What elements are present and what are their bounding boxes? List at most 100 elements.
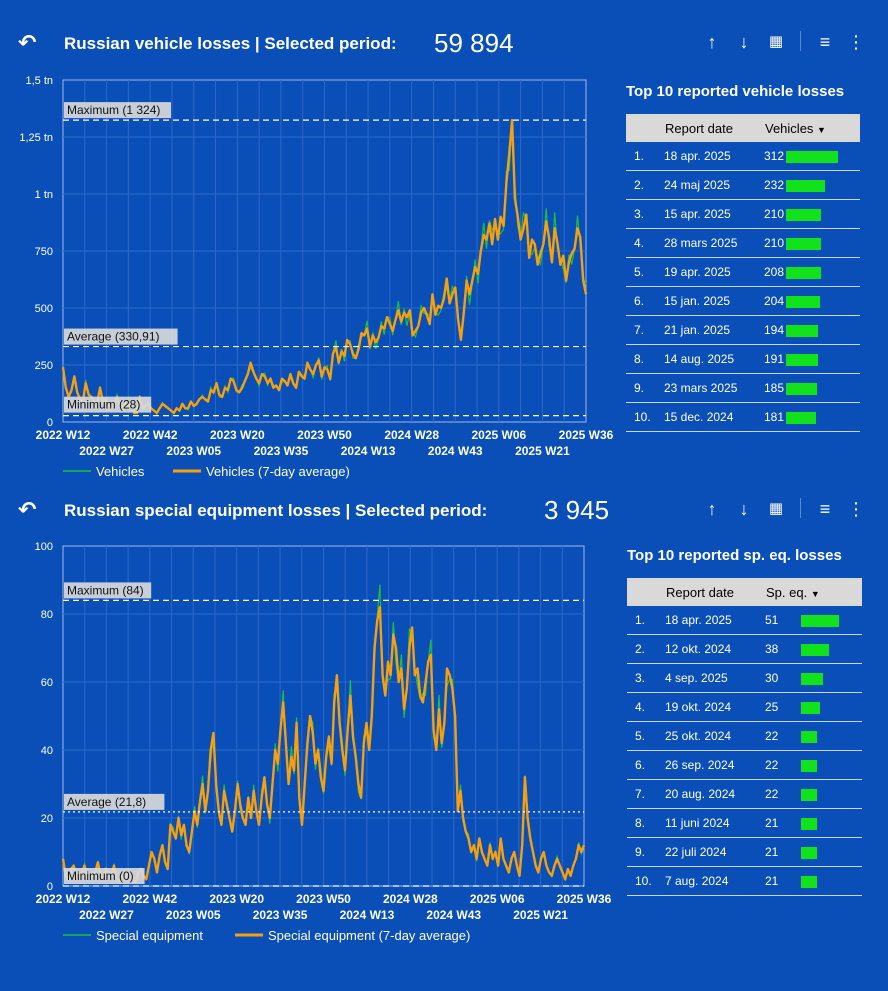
table-row[interactable]: 5. 19 apr. 2025 208 — [626, 257, 860, 287]
row-value-cell: 181 — [764, 402, 860, 432]
table-row[interactable]: 7. 21 jan. 2025 194 — [626, 315, 860, 345]
row-report-date: 15 dec. 2024 — [664, 402, 764, 432]
x-tick-label: 2025 W36 — [557, 892, 612, 906]
table-row[interactable]: 6. 15 jan. 2025 204 — [626, 286, 860, 316]
reference-label: Maximum (1 324) — [64, 102, 171, 119]
row-value: 210 — [764, 236, 785, 250]
more-vert-icon[interactable]: ⋮ — [847, 32, 865, 52]
row-value-bar — [786, 353, 818, 366]
table-row[interactable]: 7. 20 aug. 2024 22 — [627, 779, 862, 809]
chart-settings-icon[interactable]: ▦ — [768, 33, 784, 50]
x-tick-label: 2023 W50 — [297, 428, 352, 442]
row-value: 312 — [764, 149, 785, 163]
row-value: 51 — [765, 613, 779, 627]
table-row[interactable]: 4. 28 mars 2025 210 — [626, 228, 860, 258]
row-report-date: 14 aug. 2025 — [664, 344, 764, 374]
row-value-cell: 194 — [764, 315, 860, 345]
row-value-cell: 191 — [764, 344, 860, 374]
col-sp-eq[interactable]: Sp. eq. ▼ — [765, 578, 862, 606]
table-row[interactable]: 10. 15 dec. 2024 181 — [626, 402, 860, 432]
x-tick-label: 2025 W36 — [559, 428, 614, 442]
table-row[interactable]: 3. 15 apr. 2025 210 — [626, 199, 860, 229]
reference-label: Maximum (84) — [64, 582, 152, 599]
reference-label-bg — [64, 328, 178, 345]
equipment-total: 3 945 — [544, 495, 610, 525]
chart-settings-icon[interactable]: ▦ — [768, 500, 784, 517]
row-value-cell: 21 — [765, 808, 862, 838]
table-row[interactable]: 2. 24 maj 2025 232 — [626, 170, 860, 200]
more-vert-icon[interactable]: ⋮ — [847, 499, 865, 519]
row-value-cell: 30 — [765, 663, 862, 693]
row-value-cell: 210 — [764, 199, 860, 229]
row-report-date: 7 aug. 2024 — [665, 866, 765, 896]
table-row[interactable]: 1. 18 apr. 2025 51 — [627, 606, 862, 635]
row-rank: 10. — [627, 866, 665, 896]
x-tick-label: 2024 W43 — [426, 908, 481, 922]
y-tick-label: 0 — [47, 881, 53, 893]
row-value: 25 — [765, 700, 779, 714]
y-tick-label: 750 — [35, 246, 53, 258]
x-tick-label: 2023 W35 — [253, 908, 308, 922]
table-row[interactable]: 6. 26 sep. 2024 22 — [627, 750, 862, 780]
x-tick-label: 2024 W13 — [341, 444, 396, 458]
reference-label: Average (21,8) — [64, 793, 165, 810]
reference-label-bg — [64, 396, 152, 413]
arrow-up-icon[interactable]: ↑ — [707, 32, 717, 52]
y-tick-label: 0 — [47, 417, 53, 429]
arrow-up-icon[interactable]: ↑ — [707, 499, 717, 519]
y-tick-label: 250 — [35, 360, 53, 372]
table-row[interactable]: 10. 7 aug. 2024 21 — [627, 866, 862, 896]
row-value: 22 — [765, 787, 779, 801]
row-report-date: 15 jan. 2025 — [664, 286, 764, 316]
col-report-date[interactable]: Report date — [664, 114, 764, 142]
table-row[interactable]: 8. 11 juni 2024 21 — [627, 808, 862, 838]
y-tick-label: 40 — [41, 745, 53, 757]
reference-label-bg — [64, 102, 171, 119]
row-value-bar — [786, 324, 818, 337]
x-tick-label: 2024 W43 — [428, 444, 483, 458]
row-value: 21 — [765, 845, 779, 859]
undo-icon[interactable]: ↶ — [18, 497, 37, 522]
table-row[interactable]: 9. 23 mars 2025 185 — [626, 373, 860, 403]
filter-icon[interactable]: ≡ — [819, 499, 831, 519]
undo-icon[interactable]: ↶ — [18, 30, 37, 55]
table-row[interactable]: 5. 25 okt. 2024 22 — [627, 721, 862, 751]
table-row[interactable]: 1. 18 apr. 2025 312 — [626, 142, 860, 171]
x-tick-label: 2025 W21 — [513, 908, 568, 922]
table-row[interactable]: 2. 12 okt. 2024 38 — [627, 634, 862, 664]
row-value: 22 — [765, 758, 779, 772]
col-report-date[interactable]: Report date — [665, 578, 765, 606]
reference-label: Minimum (0) — [64, 868, 145, 884]
reference-label-text: Minimum (28) — [67, 398, 140, 412]
row-value-cell: 210 — [764, 228, 860, 258]
row-rank: 6. — [626, 286, 664, 316]
y-tick-label: 1 tn — [35, 189, 53, 201]
vehicles-top10-table: Report date Vehicles ▼ 1. 18 apr. 2025 312… — [626, 114, 860, 432]
vehicles-header: ↶ Russian vehicle losses | Selected peri… — [0, 24, 888, 64]
arrow-down-icon[interactable]: ↓ — [739, 499, 749, 519]
reference-label: Minimum (28) — [64, 396, 152, 413]
filter-icon[interactable]: ≡ — [819, 32, 831, 52]
row-value-bar — [786, 382, 817, 395]
row-rank: 4. — [626, 228, 664, 258]
y-tick-label: 100 — [35, 541, 53, 553]
table-row[interactable]: 8. 14 aug. 2025 191 — [626, 344, 860, 374]
table-row[interactable]: 3. 4 sep. 2025 30 — [627, 663, 862, 693]
col-vehicles[interactable]: Vehicles ▼ — [764, 114, 860, 142]
row-report-date: 4 sep. 2025 — [665, 663, 765, 693]
row-report-date: 11 juni 2024 — [665, 808, 765, 838]
sort-desc-icon[interactable]: ▼ — [810, 588, 820, 599]
table-row[interactable]: 4. 19 okt. 2024 25 — [627, 692, 862, 722]
row-report-date: 22 juli 2024 — [665, 837, 765, 867]
arrow-down-icon[interactable]: ↓ — [739, 32, 749, 52]
row-value-bar — [801, 614, 839, 627]
row-value-bar — [786, 411, 816, 424]
reference-label-text: Maximum (84) — [67, 583, 144, 597]
x-tick-label: 2025 W06 — [471, 428, 526, 442]
legend-label-avg: Vehicles (7-day average) — [206, 464, 350, 479]
row-value: 232 — [764, 178, 785, 192]
table-row[interactable]: 9. 22 juli 2024 21 — [627, 837, 862, 867]
sort-desc-icon[interactable]: ▼ — [817, 124, 826, 135]
row-report-date: 15 apr. 2025 — [664, 199, 764, 229]
row-value-bar — [786, 237, 821, 250]
